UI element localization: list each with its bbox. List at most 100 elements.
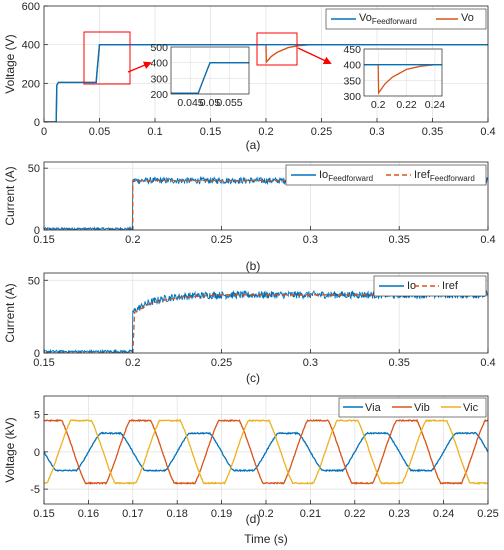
inset-y-tick-label: 400 xyxy=(150,58,168,70)
inset-y-tick-label: 300 xyxy=(343,91,361,103)
y-tick-label: 5 xyxy=(34,410,40,422)
x-tick-label: 0.25 xyxy=(477,508,498,520)
y-tick-label: 50 xyxy=(28,275,40,287)
inset-area xyxy=(364,49,442,96)
x-tick-label: 0.21 xyxy=(300,508,321,520)
y-axis-label: Current (A) xyxy=(3,166,17,225)
zoom-arrow-1 xyxy=(127,61,152,73)
chart-c: 0.15 0.2 0.25 0.3 0.35 0.4 0 50 Current (A) (c) Io… xyxy=(3,272,496,385)
x-tick-label: 0.15 xyxy=(33,234,54,246)
y-tick-label: 600 xyxy=(22,1,40,13)
axes-frame xyxy=(43,272,489,354)
inset-line-blue xyxy=(171,62,249,94)
chart-a: 0 0.05 0.1 0.15 0.2 0.25 0.3 0.35 0.4 0 200 400 600 V… xyxy=(3,1,496,152)
x-tick-label: 0 xyxy=(41,126,47,138)
inset-y-tick-label: 400 xyxy=(343,60,361,72)
inset-x-tick-label: 0.05 xyxy=(200,97,221,109)
panel-caption: (c) xyxy=(246,371,260,385)
x-tick-label: 0.4 xyxy=(480,234,495,246)
y-tick-label: 200 xyxy=(22,78,40,90)
zoom-box-1 xyxy=(83,31,131,85)
x-tick-label: 0.23 xyxy=(388,508,409,520)
legend-label: IrefFeedforward xyxy=(414,169,475,183)
x-tick-label: 0.24 xyxy=(433,508,454,520)
x-tick-label: 0.25 xyxy=(211,234,232,246)
y-tick-label: 0 xyxy=(34,117,40,129)
inset-x-tick-label: 0.24 xyxy=(425,99,446,111)
x-tick-label: 0.19 xyxy=(211,508,232,520)
x-tick-label: 0.4 xyxy=(480,357,495,369)
legend: IoFeedforward IrefFeedforward xyxy=(285,164,487,186)
y-tick-label: 400 xyxy=(22,40,40,52)
x-tick-label: 0.22 xyxy=(344,508,365,520)
x-tick-label: 0.4 xyxy=(480,126,495,138)
legend-label: Via xyxy=(365,402,382,414)
legend: Via Vib Vic xyxy=(338,397,487,418)
x-tick-label: 0.15 xyxy=(33,357,54,369)
inset-y-tick-label: 450 xyxy=(343,44,361,56)
legend-label: Vic xyxy=(463,402,479,414)
legend-label: Vo xyxy=(461,12,474,24)
x-tick-label: 0.3 xyxy=(303,234,318,246)
inset-x-tick-label: 0.055 xyxy=(216,97,242,109)
inset-y-tick-label: 200 xyxy=(150,89,168,101)
y-axis-label: Voltage (kV) xyxy=(3,417,17,482)
inset-series xyxy=(171,62,249,94)
axes-frame xyxy=(43,161,489,231)
legend: VoFeedforward Vo xyxy=(325,8,487,30)
inset-series xyxy=(364,64,442,95)
y-tick-label: 0 xyxy=(34,447,40,459)
series-group xyxy=(44,44,488,122)
x-tick-label: 0.35 xyxy=(388,357,409,369)
zoom-box-2 xyxy=(256,32,298,66)
x-tick-label: 0.15 xyxy=(200,126,221,138)
inset-x-tick-label: 0.2 xyxy=(371,99,386,111)
legend-label: Iref xyxy=(442,280,459,292)
x-tick-label: 0.3 xyxy=(369,126,384,138)
series-line-Via xyxy=(44,431,488,473)
series-line-Vic xyxy=(44,418,488,485)
series-line-Vib xyxy=(44,418,488,485)
legend-label: IoFeedforward xyxy=(319,169,373,183)
chart-b: 0.15 0.2 0.25 0.3 0.35 0.4 0 50 Current (A) (b) Io… xyxy=(3,161,496,273)
y-tick-label: 0 xyxy=(34,348,40,360)
legend-label: VoFeedforward xyxy=(359,12,417,26)
x-tick-label: 0.35 xyxy=(422,126,443,138)
panel-caption: (b) xyxy=(246,259,261,273)
x-tick-label: 0.16 xyxy=(78,508,99,520)
inset-2: 0.2 0.22 0.24 300 350 400 450 xyxy=(343,44,446,111)
x-tick-label: 0.25 xyxy=(211,357,232,369)
x-tick-label: 0.2 xyxy=(125,357,140,369)
inset-y-tick-label: 300 xyxy=(150,73,168,85)
x-tick-label: 0.2 xyxy=(125,234,140,246)
series-line-reference xyxy=(44,294,488,353)
x-tick-label: 0.05 xyxy=(89,126,110,138)
inset-x-tick-label: 0.22 xyxy=(396,99,417,111)
x-tick-label: 0.3 xyxy=(303,357,318,369)
legend: Io Iref xyxy=(373,275,487,297)
series-group xyxy=(44,418,488,485)
legend-label: Vib xyxy=(414,402,430,414)
y-axis-label: Current (A) xyxy=(3,283,17,342)
y-tick-label: 0 xyxy=(34,225,40,237)
x-axis-label: Time (s) xyxy=(244,532,288,546)
inset-line-blue xyxy=(364,64,442,66)
inset-frame xyxy=(363,48,443,97)
inset-line-orange xyxy=(364,64,442,95)
chart-d: 0.15 0.16 0.17 0.18 0.19 0.2 0.21 0.22 0.23 0.24 0… xyxy=(3,395,499,546)
inset-frame xyxy=(170,46,250,95)
legend-box xyxy=(338,397,487,418)
legend-box xyxy=(325,8,487,30)
y-tick-label: -5 xyxy=(30,484,40,496)
inset-y-tick-label: 350 xyxy=(343,75,361,87)
panel-caption: (a) xyxy=(246,138,261,152)
y-tick-label: 50 xyxy=(28,163,40,175)
inset-y-tick-label: 500 xyxy=(150,42,168,54)
x-tick-label: 0.18 xyxy=(166,508,187,520)
y-axis-label: Voltage (V) xyxy=(3,34,17,93)
legend-label: Io xyxy=(407,280,416,292)
x-tick-label: 0.1 xyxy=(147,126,162,138)
panel-caption: (d) xyxy=(246,512,261,526)
